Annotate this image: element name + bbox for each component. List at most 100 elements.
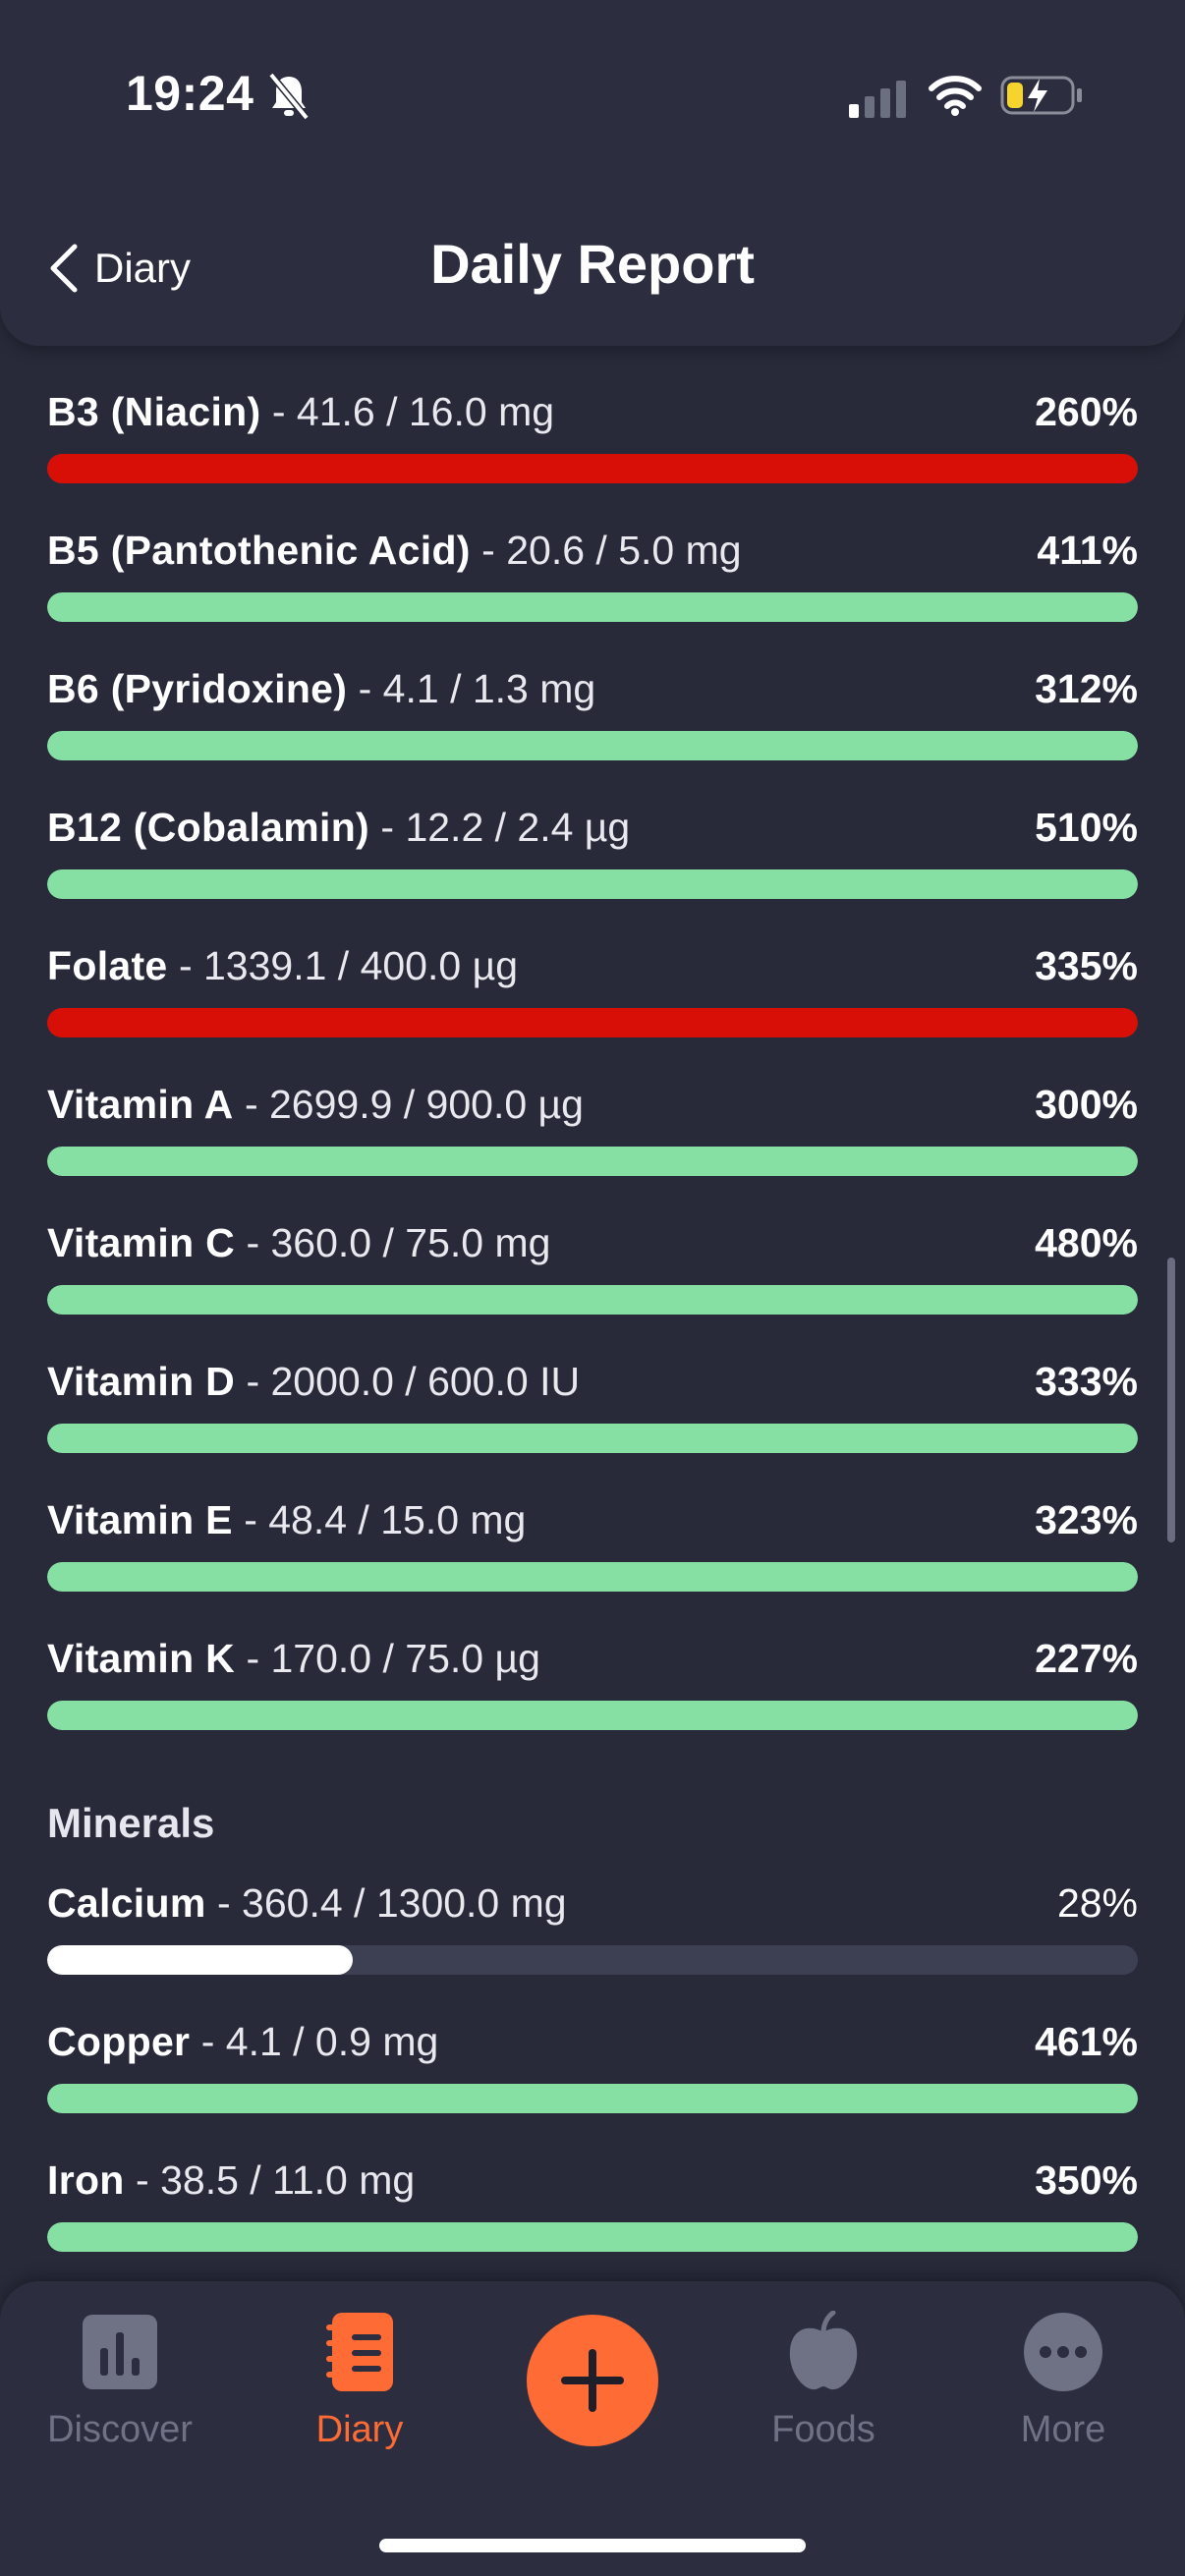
progress-track: [47, 1285, 1138, 1315]
nutrient-percent: 480%: [1035, 1220, 1138, 1265]
nutrient-name: B6 (Pyridoxine): [47, 666, 348, 711]
more-icon: [1024, 2313, 1102, 2391]
nutrient-percent: 300%: [1035, 1082, 1138, 1127]
nutrient-row[interactable]: Iron - 38.5 / 11.0 mg 350%: [47, 2157, 1138, 2296]
back-label: Diary: [94, 245, 192, 291]
nutrient-percent: 333%: [1035, 1359, 1138, 1404]
home-indicator[interactable]: [379, 2539, 806, 2552]
nutrient-row[interactable]: Folate - 1339.1 / 400.0 µg 335%: [47, 943, 1138, 1082]
nutrient-row[interactable]: B3 (Niacin) - 41.6 / 16.0 mg 260%: [47, 389, 1138, 528]
bell-muted-icon: [268, 72, 310, 121]
chevron-left-icon: [50, 244, 78, 293]
nav-foods[interactable]: Foods: [725, 2311, 922, 2451]
add-button[interactable]: [527, 2315, 658, 2446]
nutrient-amount: - 20.6 / 5.0 mg: [481, 528, 742, 573]
progress-fill: [47, 1945, 353, 1975]
nutrient-row[interactable]: Vitamin E - 48.4 / 15.0 mg 323%: [47, 1497, 1138, 1636]
nutrient-name: Iron: [47, 2157, 125, 2203]
progress-track: [47, 2222, 1138, 2252]
nutrient-row[interactable]: Copper - 4.1 / 0.9 mg 461%: [47, 2019, 1138, 2157]
nutrient-name: Vitamin E: [47, 1497, 233, 1542]
nutrient-amount: - 2000.0 / 600.0 IU: [246, 1359, 581, 1404]
progress-track: [47, 869, 1138, 899]
nutrient-name: Copper: [47, 2019, 191, 2064]
nutrient-name: Vitamin A: [47, 1082, 234, 1127]
progress-fill: [47, 592, 1138, 622]
scrollbar[interactable]: [1167, 1258, 1175, 1542]
nutrient-amount: - 4.1 / 0.9 mg: [200, 2019, 439, 2064]
progress-fill: [47, 454, 1138, 483]
nutrient-row[interactable]: Calcium - 360.4 / 1300.0 mg 28%: [47, 1880, 1138, 2019]
progress-track: [47, 731, 1138, 760]
nutrient-amount: - 4.1 / 1.3 mg: [358, 666, 596, 711]
nutrient-amount: - 170.0 / 75.0 µg: [246, 1636, 540, 1681]
back-button[interactable]: Diary: [47, 234, 191, 303]
nutrient-percent: 312%: [1035, 666, 1138, 711]
nutrient-percent: 323%: [1035, 1497, 1138, 1542]
progress-track: [47, 1147, 1138, 1176]
nav-label: Foods: [771, 2409, 875, 2450]
progress-track: [47, 1562, 1138, 1592]
nutrient-percent: 461%: [1035, 2019, 1138, 2064]
nav-label: Diary: [315, 2409, 404, 2450]
nutrient-amount: - 38.5 / 11.0 mg: [136, 2157, 416, 2203]
nutrient-row[interactable]: Vitamin C - 360.0 / 75.0 mg 480%: [47, 1220, 1138, 1359]
nutrient-row[interactable]: Vitamin D - 2000.0 / 600.0 IU 333%: [47, 1359, 1138, 1497]
progress-track: [47, 592, 1138, 622]
progress-track: [47, 1945, 1138, 1975]
progress-track: [47, 2084, 1138, 2113]
progress-fill: [47, 1285, 1138, 1315]
cellular-signal-icon: [849, 81, 906, 118]
nutrient-row[interactable]: Vitamin K - 170.0 / 75.0 µg 227%: [47, 1636, 1138, 1774]
apple-icon: [789, 2311, 858, 2390]
bottom-nav: Discover Diary Foods: [0, 2281, 1185, 2576]
wifi-icon: [929, 76, 982, 116]
nutrient-name: Vitamin K: [47, 1636, 236, 1681]
bar-chart-icon: [83, 2315, 157, 2389]
nav-discover[interactable]: Discover: [22, 2311, 218, 2451]
nutrient-name: B5 (Pantothenic Acid): [47, 528, 471, 573]
nav-label: Discover: [47, 2409, 193, 2450]
progress-fill: [47, 2222, 1138, 2252]
nutrient-row[interactable]: B6 (Pyridoxine) - 4.1 / 1.3 mg 312%: [47, 666, 1138, 805]
progress-track: [47, 1424, 1138, 1453]
nutrient-percent: 350%: [1035, 2157, 1138, 2203]
progress-fill: [47, 1701, 1138, 1730]
nutrient-name: Calcium: [47, 1880, 206, 1926]
nutrient-row[interactable]: Vitamin A - 2699.9 / 900.0 µg 300%: [47, 1082, 1138, 1220]
nutrient-amount: - 2699.9 / 900.0 µg: [244, 1082, 584, 1127]
progress-fill: [47, 2084, 1138, 2113]
nutrient-amount: - 48.4 / 15.0 mg: [244, 1497, 527, 1542]
nutrient-percent: 411%: [1037, 528, 1138, 573]
progress-fill: [47, 1424, 1138, 1453]
nutrient-name: Vitamin C: [47, 1220, 236, 1265]
nutrient-amount: - 41.6 / 16.0 mg: [271, 389, 555, 434]
notebook-icon: [326, 2313, 393, 2391]
nav-diary[interactable]: Diary: [261, 2311, 458, 2451]
nutrient-name: Folate: [47, 943, 168, 988]
progress-fill: [47, 1562, 1138, 1592]
nutrient-amount: - 1339.1 / 400.0 µg: [178, 943, 518, 988]
nutrient-row[interactable]: B12 (Cobalamin) - 12.2 / 2.4 µg 510%: [47, 805, 1138, 943]
nutrient-amount: - 12.2 / 2.4 µg: [380, 805, 631, 850]
vitamin-list: B3 (Niacin) - 41.6 / 16.0 mg 260% B5 (Pa…: [47, 389, 1138, 1774]
header-bar: Diary Daily Report: [0, 0, 1185, 346]
status-time: 19:24: [126, 66, 254, 121]
plus-icon: [561, 2349, 624, 2412]
nutrient-name: Vitamin D: [47, 1359, 236, 1404]
nutrient-percent: 28%: [1056, 1880, 1138, 1926]
nutrient-percent: 510%: [1035, 805, 1138, 850]
status-bar: 19:24: [0, 0, 1185, 196]
mineral-list: Calcium - 360.4 / 1300.0 mg 28% Copper -…: [47, 1880, 1138, 2296]
progress-fill: [47, 1147, 1138, 1176]
nutrient-row[interactable]: B5 (Pantothenic Acid) - 20.6 / 5.0 mg 41…: [47, 528, 1138, 666]
nav-label: More: [1020, 2409, 1106, 2450]
nutrient-name: B12 (Cobalamin): [47, 805, 369, 850]
nav-more[interactable]: More: [965, 2311, 1161, 2451]
nutrient-name: B3 (Niacin): [47, 389, 261, 434]
nutrient-amount: - 360.0 / 75.0 mg: [246, 1220, 551, 1265]
minerals-section-title: Minerals: [47, 1800, 215, 1846]
progress-track: [47, 454, 1138, 483]
progress-fill: [47, 731, 1138, 760]
nutrient-amount: - 360.4 / 1300.0 mg: [217, 1880, 567, 1926]
